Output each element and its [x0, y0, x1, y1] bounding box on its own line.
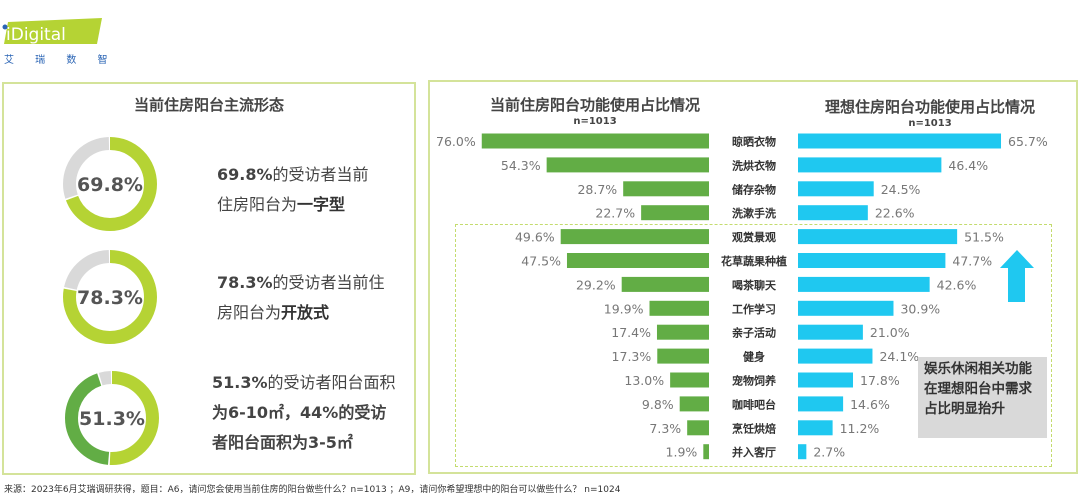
- function-usage-panel: [428, 80, 1078, 474]
- ideal-bar: [798, 205, 868, 221]
- donut-desc-3: 51.3%的受访者阳台面积 为6-10㎡，44%的受访 者阳台面积为3-5㎡: [212, 373, 396, 452]
- current-value-label: 13.0%: [624, 373, 664, 388]
- ideal-n: n=1013: [908, 118, 952, 129]
- ideal-bar: [798, 324, 863, 340]
- svg-text:艾 瑞 数 智: 艾 瑞 数 智: [4, 53, 112, 66]
- ideal-value-label: 17.8%: [860, 373, 900, 388]
- donut-slice: [65, 371, 159, 465]
- current-bar: [657, 348, 709, 364]
- leisure-highlight-box: [455, 224, 1052, 467]
- category-label: 洗漱手洗: [732, 206, 776, 220]
- current-value-label: 7.3%: [649, 421, 681, 436]
- ideal-bar: [798, 300, 894, 316]
- donut-center-label: 69.8%: [77, 174, 143, 196]
- donut-desc-1: 69.8%的受访者当前 住房阳台为一字型: [217, 165, 369, 214]
- current-value-label: 17.4%: [611, 325, 651, 340]
- ideal-value-label: 21.0%: [870, 325, 910, 340]
- ideal-bar: [798, 420, 833, 436]
- logo: iDigital 艾 瑞 数 智: [2, 18, 112, 72]
- ideal-value-label: 22.6%: [875, 206, 915, 221]
- category-label: 健身: [743, 350, 765, 364]
- current-bar: [623, 181, 709, 197]
- category-label: 观赏景观: [732, 230, 776, 244]
- ideal-bar: [798, 276, 930, 292]
- current-value-label: 1.9%: [666, 445, 698, 460]
- ideal-value-label: 24.5%: [881, 182, 921, 197]
- current-value-label: 49.6%: [515, 230, 555, 245]
- current-bar: [481, 133, 709, 149]
- current-bar: [649, 300, 709, 316]
- current-value-label: 28.7%: [577, 182, 617, 197]
- current-bar: [687, 420, 709, 436]
- panel-title: 当前住房阳台主流形态: [133, 96, 284, 114]
- ideal-value-label: 2.7%: [813, 445, 845, 460]
- current-value-label: 29.2%: [576, 277, 616, 292]
- current-value-label: 22.7%: [595, 206, 635, 221]
- ideal-value-label: 30.9%: [900, 301, 940, 316]
- donut-slice: [63, 250, 157, 344]
- current-bar: [670, 372, 709, 388]
- category-label: 工作学习: [732, 302, 776, 316]
- current-bar: [560, 229, 709, 245]
- ideal-title: 理想住房阳台功能使用占比情况: [824, 98, 1035, 116]
- ideal-value-label: 11.2%: [840, 421, 880, 436]
- category-label: 储存杂物: [732, 182, 776, 196]
- source-note: 来源：2023年6月艾瑞调研获得，题目：A6，请问您会使用当前住房的阳台做些什么…: [4, 485, 621, 495]
- ideal-bar: [798, 229, 958, 245]
- callout-note: 娱乐休闲相关功能在理想阳台中需求占比明显抬升: [918, 357, 1047, 438]
- ideal-value-label: 14.6%: [850, 397, 890, 412]
- donut-desc-2: 78.3%的受访者当前住 房阳台为开放式: [217, 273, 385, 322]
- ideal-value-label: 51.5%: [964, 230, 1004, 245]
- category-label: 烹饪烘焙: [732, 421, 776, 435]
- idigital-logo: iDigital 艾 瑞 数 智: [2, 18, 112, 66]
- current-bar: [641, 205, 709, 221]
- current-bar: [703, 444, 709, 460]
- category-label: 晾晒衣物: [732, 135, 776, 149]
- ideal-bar: [798, 157, 942, 173]
- ideal-value-label: 65.7%: [1008, 134, 1048, 149]
- current-bar: [546, 157, 709, 173]
- donut-center-label: 51.3%: [79, 408, 145, 430]
- ideal-bar: [798, 133, 1002, 149]
- donut-slice: [63, 137, 157, 231]
- donut-slice: [63, 137, 157, 231]
- category-label: 喝茶聊天: [732, 278, 777, 292]
- category-label: 咖啡吧台: [732, 397, 776, 411]
- ideal-value-label: 47.7%: [952, 254, 992, 269]
- ideal-bar: [798, 372, 854, 388]
- current-n: n=1013: [573, 116, 617, 127]
- current-bar: [679, 396, 709, 412]
- donut-charts: 69.8% 78.3% 51.3%: [63, 137, 159, 465]
- donut-slice: [65, 371, 159, 465]
- current-value-label: 19.9%: [604, 301, 644, 316]
- current-value-label: 17.3%: [612, 349, 652, 364]
- category-label: 花草蔬果种植: [721, 254, 787, 268]
- ideal-bar: [798, 348, 873, 364]
- ideal-bar: [798, 253, 946, 268]
- current-value-label: 47.5%: [521, 254, 561, 269]
- current-value-label: 54.3%: [501, 158, 541, 173]
- category-label: 并入客厅: [732, 445, 776, 459]
- category-label: 亲子活动: [732, 326, 776, 340]
- current-bar: [621, 276, 709, 292]
- up-arrow-icon: [1000, 250, 1034, 302]
- ideal-value-label: 24.1%: [879, 349, 919, 364]
- current-value-label: 9.8%: [642, 397, 674, 412]
- category-label: 宠物饲养: [732, 374, 777, 388]
- bar-chart: 76.0% 晾晒衣物 65.7% 54.3% 洗烘衣物 46.4% 28.7% 储存杂物 24.…: [436, 133, 1048, 460]
- ideal-bar: [798, 181, 874, 197]
- donut-center-label: 78.3%: [77, 287, 143, 309]
- ideal-value-label: 42.6%: [937, 277, 977, 292]
- ideal-value-label: 46.4%: [948, 158, 988, 173]
- ideal-bar: [798, 444, 807, 460]
- svg-text:iDigital: iDigital: [6, 25, 66, 45]
- current-bar: [656, 324, 709, 340]
- category-label: 洗烘衣物: [732, 158, 776, 172]
- current-title: 当前住房阳台功能使用占比情况: [489, 96, 700, 114]
- ideal-bar: [798, 396, 844, 412]
- current-bar: [566, 253, 709, 268]
- current-value-label: 76.0%: [436, 134, 476, 149]
- current-form-panel: 当前住房阳台主流形态: [2, 82, 416, 475]
